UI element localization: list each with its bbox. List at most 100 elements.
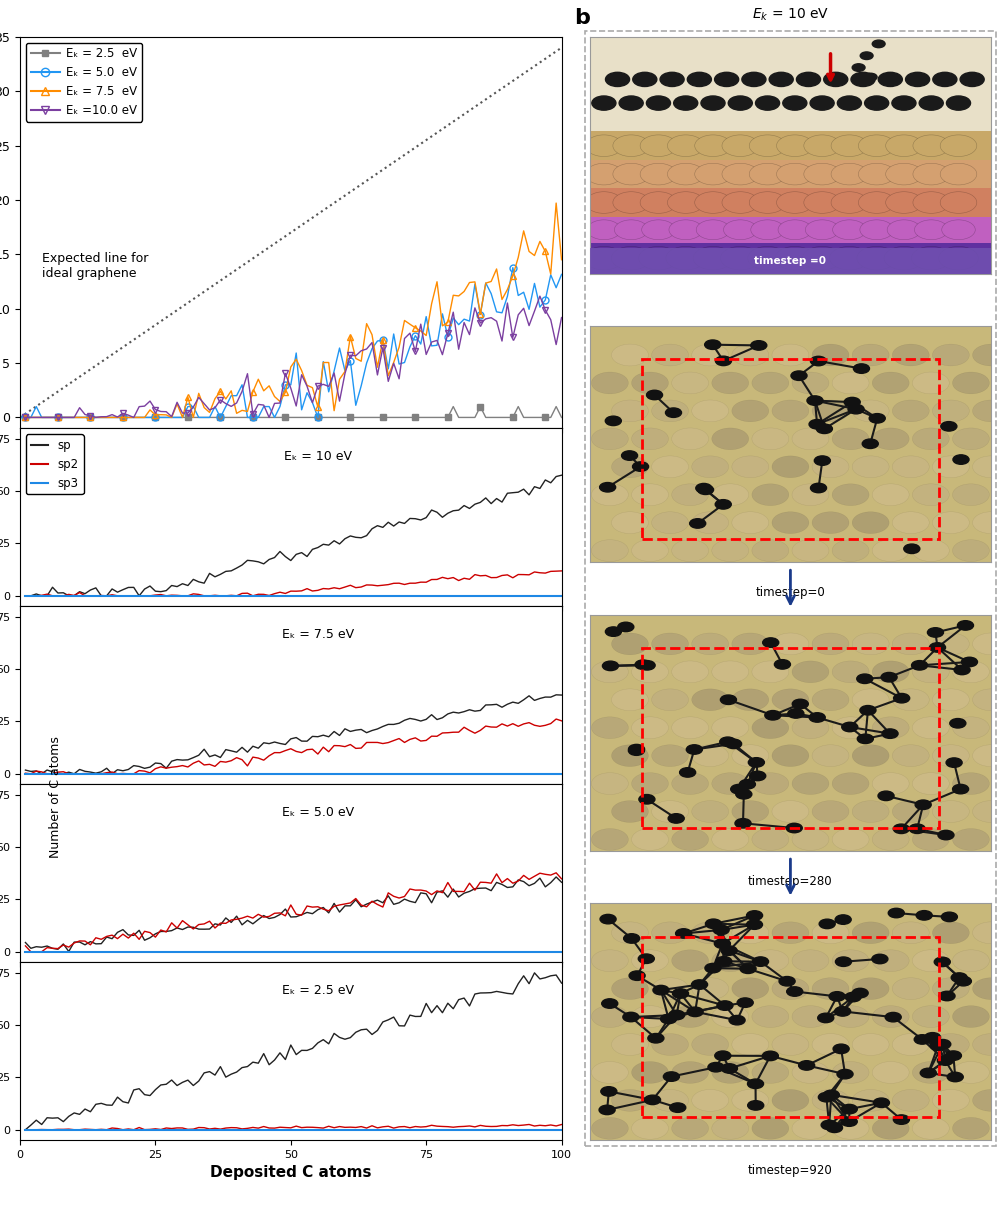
Circle shape [692,801,729,823]
Circle shape [712,661,749,683]
Circle shape [639,794,655,804]
Circle shape [888,908,904,918]
Circle shape [812,689,849,711]
Circle shape [893,1114,910,1124]
Circle shape [652,689,689,711]
Circle shape [668,191,704,213]
Circle shape [715,1051,731,1060]
Circle shape [632,539,669,562]
Circle shape [812,1090,849,1111]
Circle shape [932,511,969,533]
Circle shape [818,1013,834,1022]
Circle shape [647,390,663,400]
Circle shape [912,950,949,971]
Circle shape [721,695,737,705]
Circle shape [837,1069,853,1079]
Circle shape [833,1045,849,1053]
Circle shape [687,744,703,754]
Circle shape [973,744,1001,766]
Text: Eₖ = 2.5 eV: Eₖ = 2.5 eV [282,983,354,997]
Circle shape [672,1062,709,1084]
Circle shape [632,661,669,683]
Circle shape [973,456,1001,478]
Circle shape [792,950,829,971]
Circle shape [612,345,649,365]
Circle shape [886,163,922,185]
Circle shape [860,51,873,60]
Circle shape [635,660,651,669]
Circle shape [772,1034,809,1056]
Circle shape [810,96,834,110]
Circle shape [885,1013,901,1022]
Circle shape [772,744,809,766]
Legend: sp, sp2, sp3: sp, sp2, sp3 [26,434,84,494]
Circle shape [973,978,1001,999]
Circle shape [859,163,895,185]
Circle shape [749,758,765,767]
Circle shape [911,246,951,270]
Circle shape [832,717,869,738]
Circle shape [612,511,649,533]
Circle shape [807,396,823,406]
Circle shape [953,717,989,738]
Circle shape [722,1064,738,1073]
Circle shape [632,1117,669,1139]
Circle shape [862,439,878,449]
Circle shape [832,950,869,971]
Circle shape [652,400,689,422]
Circle shape [712,772,749,794]
Circle shape [832,829,869,851]
Circle shape [750,191,786,213]
Circle shape [912,717,949,738]
Circle shape [716,956,732,966]
Circle shape [852,801,889,823]
Circle shape [747,920,763,929]
Circle shape [887,219,921,239]
Circle shape [792,699,808,709]
Circle shape [641,191,677,213]
Circle shape [720,737,736,747]
Circle shape [872,717,909,738]
Circle shape [632,371,669,394]
Circle shape [721,946,737,955]
Circle shape [848,405,864,414]
Circle shape [661,1014,677,1024]
Circle shape [869,413,885,423]
Circle shape [792,484,829,505]
Circle shape [812,400,849,422]
Circle shape [973,1090,1001,1111]
Circle shape [648,1034,664,1043]
Circle shape [892,689,929,711]
Circle shape [698,485,714,494]
Circle shape [735,819,751,828]
Circle shape [909,824,925,834]
Circle shape [823,1090,839,1100]
Circle shape [932,978,969,999]
Circle shape [695,163,732,185]
Circle shape [592,950,629,971]
Circle shape [721,246,760,270]
Circle shape [919,96,943,110]
Circle shape [832,1062,869,1084]
Circle shape [632,772,669,794]
Circle shape [692,689,729,711]
Circle shape [852,1034,889,1056]
Circle shape [722,163,759,185]
Text: Eₖ = 10 eV: Eₖ = 10 eV [284,450,352,462]
Circle shape [752,371,789,394]
Circle shape [751,219,785,239]
Circle shape [769,72,793,87]
Circle shape [953,950,989,971]
Circle shape [750,163,786,185]
Circle shape [872,661,909,683]
Text: Eₖ = 7.5 eV: Eₖ = 7.5 eV [282,628,354,641]
Circle shape [772,801,809,823]
Circle shape [740,964,756,973]
Circle shape [878,791,894,801]
Circle shape [938,830,954,840]
Circle shape [712,829,749,851]
Circle shape [692,633,729,655]
Circle shape [653,986,669,994]
Circle shape [732,1090,769,1111]
Text: Eₖ = 5.0 eV: Eₖ = 5.0 eV [282,805,354,819]
